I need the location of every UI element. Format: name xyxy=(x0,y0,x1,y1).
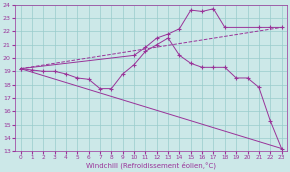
X-axis label: Windchill (Refroidissement éolien,°C): Windchill (Refroidissement éolien,°C) xyxy=(86,162,216,169)
